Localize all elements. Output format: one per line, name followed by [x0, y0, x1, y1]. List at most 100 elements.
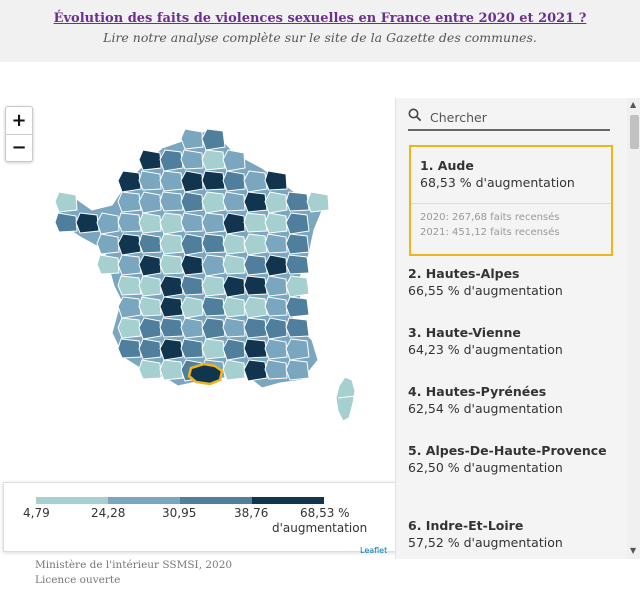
department-shape[interactable]: [201, 191, 226, 214]
department-shape[interactable]: [180, 317, 204, 339]
department-shape[interactable]: [180, 191, 204, 213]
department-shape[interactable]: [285, 233, 310, 255]
department-shape[interactable]: [201, 296, 226, 317]
department-shape[interactable]: [117, 212, 142, 233]
department-shape[interactable]: [201, 149, 226, 171]
department-shape[interactable]: [159, 233, 184, 255]
search-input[interactable]: [428, 106, 612, 128]
department-shape[interactable]: [138, 296, 162, 317]
scroll-down-arrow-icon[interactable]: ▼: [630, 546, 637, 555]
department-shape[interactable]: [222, 170, 246, 192]
ranking-item-haute-vienne[interactable]: 3. Haute-Vienne 64,23 % d'augmentation: [408, 325, 610, 358]
department-shape[interactable]: [222, 212, 246, 235]
department-shape[interactable]: [138, 275, 162, 297]
department-shape[interactable]: [159, 317, 184, 338]
department-shape[interactable]: [138, 317, 162, 340]
department-shape[interactable]: [264, 317, 288, 340]
ranking-item-hautes-alpes[interactable]: 2. Hautes-Alpes 66,55 % d'augmentation: [408, 266, 610, 299]
department-shape[interactable]: [96, 254, 120, 275]
department-shape[interactable]: [117, 296, 142, 319]
department-shape[interactable]: [264, 275, 288, 297]
department-shape[interactable]: [264, 254, 288, 277]
department-shape[interactable]: [222, 317, 246, 338]
department-shape[interactable]: [264, 212, 288, 234]
department-shape[interactable]: [201, 254, 226, 277]
department-shape[interactable]: [117, 338, 142, 359]
corsica[interactable]: [335, 376, 356, 422]
department-shape[interactable]: [138, 233, 162, 254]
department-shape[interactable]: [243, 233, 268, 256]
department-shape[interactable]: [201, 275, 226, 297]
department-shape[interactable]: [159, 191, 184, 212]
department-shape[interactable]: [180, 254, 204, 276]
department-shape[interactable]: [138, 149, 162, 171]
department-shape[interactable]: [117, 254, 142, 276]
department-shape[interactable]: [180, 170, 204, 193]
department-shape[interactable]: [180, 128, 204, 150]
analysis-link[interactable]: Évolution des faits de violences sexuell…: [53, 11, 587, 26]
department-shape[interactable]: [306, 191, 330, 213]
ranking-item-aude[interactable]: 1. Aude 68,53 % d'augmentation 2020: 267…: [409, 145, 613, 256]
department-shape[interactable]: [180, 149, 204, 170]
department-shape[interactable]: [180, 296, 204, 319]
department-shape[interactable]: [222, 275, 246, 298]
department-shape[interactable]: [159, 170, 184, 192]
department-shape[interactable]: [138, 170, 162, 191]
scrollbar-thumb[interactable]: [630, 115, 639, 149]
department-shape[interactable]: [285, 191, 310, 212]
department-shape[interactable]: [243, 317, 268, 339]
department-shape[interactable]: [117, 191, 142, 213]
department-shape[interactable]: [180, 275, 204, 296]
department-shape[interactable]: [201, 338, 226, 360]
department-shape[interactable]: [243, 212, 268, 233]
department-shape[interactable]: [138, 338, 162, 360]
department-shape[interactable]: [243, 170, 268, 193]
department-shape[interactable]: [159, 212, 184, 235]
department-shape[interactable]: [159, 296, 184, 318]
department-shape[interactable]: [54, 191, 78, 213]
department-shape[interactable]: [285, 296, 310, 318]
department-shape[interactable]: [117, 170, 142, 193]
map-container[interactable]: + −: [0, 98, 394, 559]
department-shape[interactable]: [117, 275, 142, 296]
department-shape[interactable]: [201, 170, 226, 191]
department-shape[interactable]: [222, 296, 246, 318]
department-shape[interactable]: [243, 338, 268, 359]
department-shape[interactable]: [138, 191, 162, 214]
ranking-item-indre-et-loire[interactable]: 6. Indre-Et-Loire 57,52 % d'augmentation: [408, 518, 610, 551]
department-shape[interactable]: [264, 296, 288, 317]
ranking-item-alpes-de-haute-provence[interactable]: 5. Alpes-De-Haute-Provence 62,50 % d'aug…: [408, 443, 610, 476]
zoom-out-button[interactable]: −: [6, 134, 32, 161]
department-shape[interactable]: [222, 338, 246, 361]
department-shape[interactable]: [222, 233, 246, 255]
department-shape[interactable]: [264, 359, 288, 380]
department-shape[interactable]: [138, 212, 162, 234]
department-cells[interactable]: [54, 127, 330, 389]
department-shape[interactable]: [180, 233, 204, 256]
department-shape[interactable]: [201, 233, 226, 254]
department-shape[interactable]: [159, 275, 184, 298]
ranking-panel[interactable]: 1. Aude 68,53 % d'augmentation 2020: 267…: [395, 98, 640, 559]
department-shape[interactable]: [243, 254, 268, 276]
department-shape[interactable]: [285, 359, 310, 381]
department-shape[interactable]: [243, 191, 268, 213]
department-shape[interactable]: [222, 254, 246, 275]
scroll-up-arrow-icon[interactable]: ▲: [630, 100, 637, 109]
department-shape[interactable]: [96, 212, 120, 235]
zoom-in-button[interactable]: +: [11, 110, 27, 131]
department-shape[interactable]: [117, 233, 142, 256]
department-shape[interactable]: [285, 338, 310, 361]
department-shape[interactable]: [222, 191, 246, 212]
department-shape[interactable]: [96, 233, 120, 255]
leaflet-attribution[interactable]: Leaflet: [360, 546, 388, 555]
department-shape[interactable]: [264, 233, 288, 254]
department-shape[interactable]: [201, 212, 226, 234]
department-shape[interactable]: [285, 212, 310, 235]
department-shape[interactable]: [159, 149, 184, 172]
department-shape[interactable]: [117, 317, 142, 339]
france-map[interactable]: [0, 98, 394, 559]
department-shape[interactable]: [264, 191, 288, 214]
department-shape[interactable]: [285, 317, 310, 338]
department-shape[interactable]: [138, 359, 162, 380]
department-shape[interactable]: [201, 317, 226, 340]
